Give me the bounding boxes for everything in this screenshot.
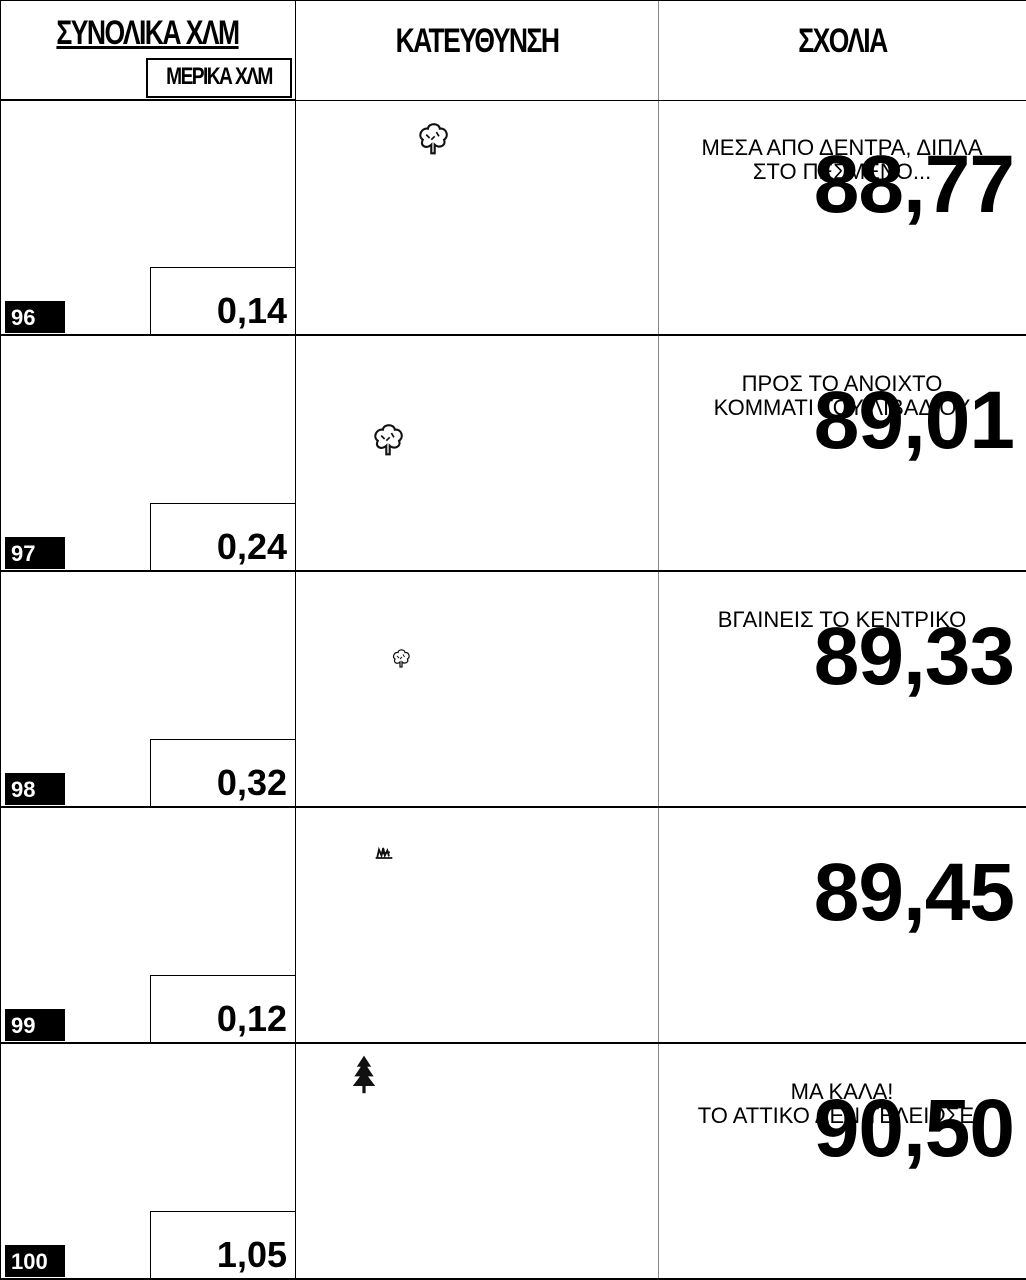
partial-km: 0,12	[216, 998, 287, 1039]
direction-header: ΚΑΤΕΥΘΥΝΣΗ	[395, 22, 560, 60]
comment-line: ΒΓΑΙΝΕΙΣ ΤΟ ΚΕΝΤΡΙΚΟ	[717, 607, 967, 632]
comment: ΜΑ ΚΑΛΑ! ΤΟ ΑΤΤΙΚΟ ΔΕΝ ΤΕΛΕΙΩΣΕ?	[658, 1080, 1026, 1128]
comment-line: ΣΤΟ ΠΕΣΜΕΝΟ...	[752, 159, 932, 184]
roadbook-row: 89,01 0,24 97 ΠΡΟΣ ΤΟ ΑΝΟΙΧΤΟ ΚΟΜΜΑΤΙ ΤΟΥ ΛΙ…	[0, 336, 1026, 572]
waypoint-number: 98	[5, 773, 65, 805]
total-km: 89,45	[813, 847, 1015, 938]
total-km: 88,77	[813, 139, 1015, 230]
comment-line: ΜΕΣΑ ΑΠΟ ΔΕΝΤΡΑ, ΔΙΠΛΑ	[701, 135, 983, 160]
direction-diagram	[374, 424, 403, 456]
direction-diagram	[352, 1055, 376, 1094]
roadbook-row: 89,33 0,32 98 ΒΓΑΙΝΕΙΣ ΤΟ ΚΕΝΤΡΙΚΟ	[0, 572, 1026, 808]
direction-diagram	[419, 123, 448, 155]
total-km: 90,50	[813, 1083, 1015, 1174]
comment: ΒΓΑΙΝΕΙΣ ΤΟ ΚΕΝΤΡΙΚΟ	[658, 608, 1026, 632]
comment-line: ΤΟ ΑΤΤΙΚΟ ΔΕΝ ΤΕΛΕΙΩΣΕ?	[697, 1103, 987, 1128]
partial-km: 1,05	[216, 1234, 287, 1275]
partial-km-header-box: ΜΕΡΙΚΑ ΧΛΜ	[146, 58, 292, 98]
waypoint-number: 99	[5, 1009, 65, 1041]
roadbook-row: 89,45 0,12 99	[0, 808, 1026, 1044]
roadbook-row: 90,50 1,05 100 ΜΑ ΚΑΛΑ! ΤΟ ΑΤΤΙΚΟ ΔΕΝ ΤΕΛΕΙΩ…	[0, 1044, 1026, 1280]
row-rule	[0, 0, 1026, 1]
total-km: 89,01	[813, 375, 1015, 466]
partial-km: 0,32	[216, 762, 287, 803]
comment: ΠΡΟΣ ΤΟ ΑΝΟΙΧΤΟ ΚΟΜΜΑΤΙ ΤΟΥ ΛΙΒΑΔΙΟΥ	[658, 372, 1026, 420]
total-km-header: ΣΥΝΟΛΙΚΑ ΧΛΜ	[56, 14, 240, 52]
comment-line: ΜΑ ΚΑΛΑ!	[790, 1079, 894, 1104]
waypoint-number: 97	[5, 537, 65, 569]
partial-km: 0,24	[216, 526, 287, 567]
partial-km: 0,14	[216, 290, 287, 331]
column-rule	[658, 0, 659, 1279]
partial-km-header: ΜΕΡΙΚΑ ΧΛΜ	[166, 63, 273, 90]
comments-header: ΣΧΟΛΙΑ	[798, 22, 888, 60]
comment-line: ΠΡΟΣ ΤΟ ΑΝΟΙΧΤΟ	[741, 371, 943, 396]
direction-diagram	[392, 649, 410, 668]
partial-km-box: 0,12	[150, 975, 295, 1044]
direction-diagram	[374, 847, 394, 859]
comment: ΜΕΣΑ ΑΠΟ ΔΕΝΤΡΑ, ΔΙΠΛΑ ΣΤΟ ΠΕΣΜΕΝΟ...	[658, 136, 1026, 184]
comment-line: ΚΟΜΜΑΤΙ ΤΟΥ ΛΙΒΑΔΙΟΥ	[713, 395, 971, 420]
total-km: 89,33	[813, 611, 1015, 702]
waypoint-number: 100	[5, 1245, 65, 1277]
partial-km-box: 1,05	[150, 1211, 295, 1280]
row-rule	[0, 100, 1026, 101]
header-cell: ΣΥΝΟΛΙΚΑ ΧΛΜ ΜΕΡΙΚΑ ΧΛΜ	[0, 0, 295, 100]
waypoint-number: 96	[5, 301, 65, 333]
roadbook-row: 88,77 0,14 96 ΜΕΣΑ ΑΠΟ ΔΕΝΤΡΑ, ΔΙΠΛΑ ΣΤΟ ΠΕΣ…	[0, 100, 1026, 336]
partial-km-box: 0,24	[150, 503, 295, 572]
partial-km-box: 0,32	[150, 739, 295, 808]
column-rule	[295, 0, 296, 1279]
partial-km-box: 0,14	[150, 267, 295, 336]
